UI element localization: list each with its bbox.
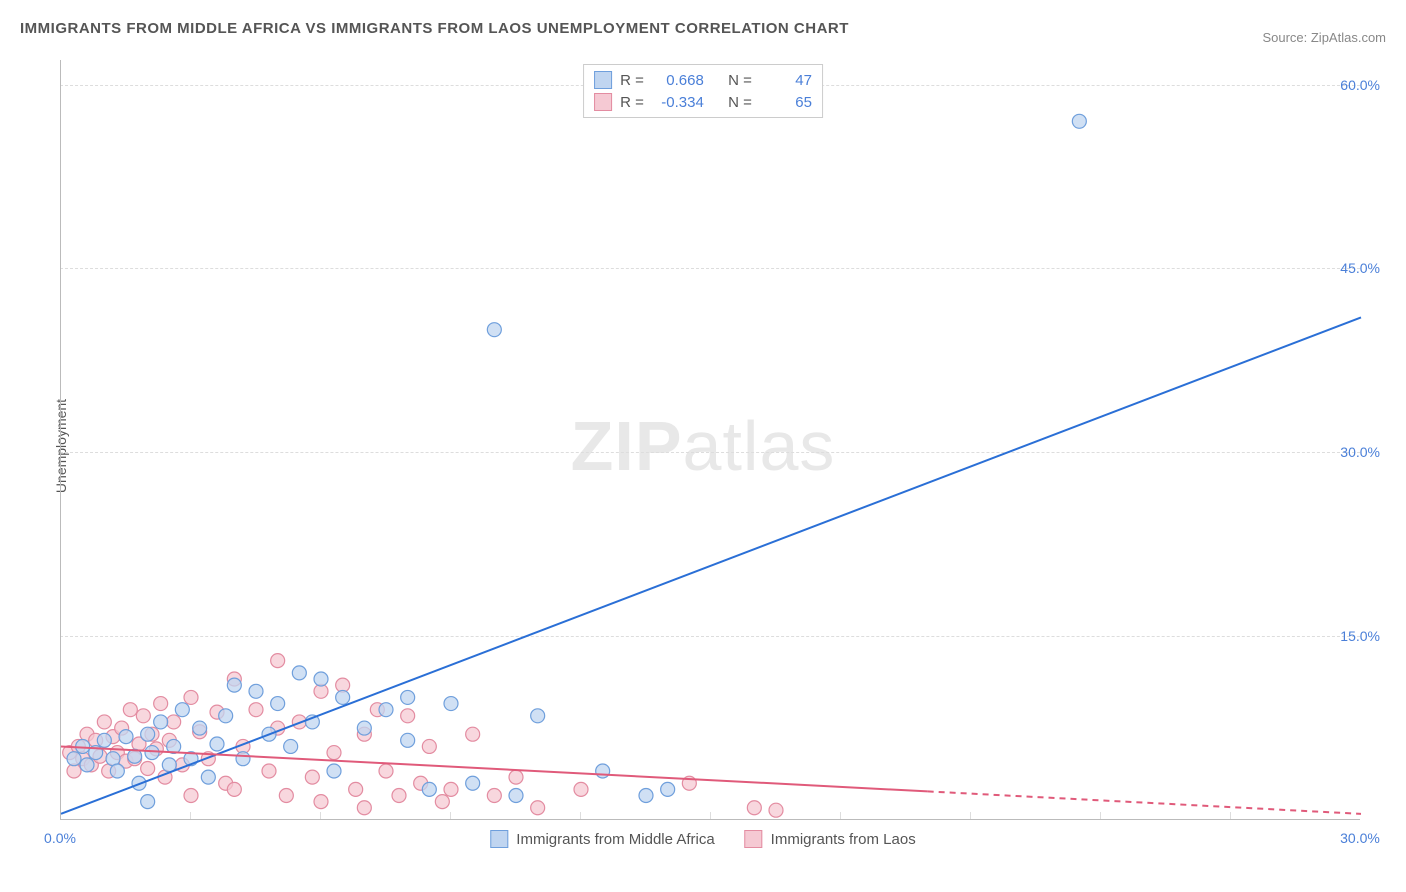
data-point bbox=[392, 788, 406, 802]
data-point bbox=[154, 715, 168, 729]
data-point bbox=[327, 764, 341, 778]
swatch-series1 bbox=[594, 71, 612, 89]
stats-legend-box: R = 0.668 N = 47 R = -0.334 N = 65 bbox=[583, 64, 823, 118]
data-point bbox=[67, 752, 81, 766]
data-point bbox=[141, 762, 155, 776]
data-point bbox=[444, 697, 458, 711]
n-value-series1: 47 bbox=[760, 72, 812, 89]
data-point bbox=[509, 788, 523, 802]
data-point bbox=[487, 788, 501, 802]
r-label: R = bbox=[620, 94, 644, 111]
data-point bbox=[236, 752, 250, 766]
x-tick-label: 30.0% bbox=[1340, 830, 1380, 846]
data-point bbox=[249, 703, 263, 717]
data-point bbox=[639, 788, 653, 802]
data-point bbox=[349, 782, 363, 796]
swatch-series2 bbox=[594, 93, 612, 111]
swatch-series1-bottom bbox=[490, 830, 508, 848]
data-point bbox=[154, 697, 168, 711]
data-point bbox=[97, 733, 111, 747]
data-point bbox=[574, 782, 588, 796]
data-point bbox=[193, 721, 207, 735]
source-attribution: Source: ZipAtlas.com bbox=[1262, 30, 1386, 45]
data-point bbox=[262, 764, 276, 778]
data-point bbox=[314, 672, 328, 686]
data-point bbox=[184, 690, 198, 704]
data-point bbox=[466, 727, 480, 741]
data-point bbox=[596, 764, 610, 778]
r-value-series1: 0.668 bbox=[652, 72, 704, 89]
data-point bbox=[80, 758, 94, 772]
data-point bbox=[466, 776, 480, 790]
data-point bbox=[314, 795, 328, 809]
data-point bbox=[227, 782, 241, 796]
data-point bbox=[444, 782, 458, 796]
data-point bbox=[769, 803, 783, 817]
n-label: N = bbox=[728, 94, 752, 111]
data-point bbox=[271, 654, 285, 668]
data-point bbox=[145, 746, 159, 760]
n-label: N = bbox=[728, 72, 752, 89]
data-point bbox=[167, 715, 181, 729]
trend-line-extrapolated bbox=[928, 791, 1361, 813]
bottom-legend: Immigrants from Middle Africa Immigrants… bbox=[490, 830, 915, 848]
data-point bbox=[487, 323, 501, 337]
data-point bbox=[379, 764, 393, 778]
legend-item-series2: Immigrants from Laos bbox=[745, 830, 916, 848]
data-point bbox=[271, 697, 285, 711]
data-point bbox=[175, 703, 189, 717]
legend-item-series1: Immigrants from Middle Africa bbox=[490, 830, 714, 848]
data-point bbox=[1072, 114, 1086, 128]
data-point bbox=[531, 801, 545, 815]
scatter-svg bbox=[61, 60, 1361, 820]
data-point bbox=[201, 770, 215, 784]
data-point bbox=[210, 737, 224, 751]
data-point bbox=[123, 703, 137, 717]
data-point bbox=[184, 788, 198, 802]
data-point bbox=[422, 739, 436, 753]
trend-line bbox=[61, 746, 928, 791]
chart-title: IMMIGRANTS FROM MIDDLE AFRICA VS IMMIGRA… bbox=[20, 20, 849, 37]
data-point bbox=[661, 782, 675, 796]
trend-line bbox=[61, 317, 1361, 813]
stats-row-series1: R = 0.668 N = 47 bbox=[594, 69, 812, 91]
data-point bbox=[401, 709, 415, 723]
data-point bbox=[435, 795, 449, 809]
legend-label-series2: Immigrants from Laos bbox=[771, 831, 916, 848]
data-point bbox=[292, 666, 306, 680]
data-point bbox=[422, 782, 436, 796]
data-point bbox=[141, 795, 155, 809]
data-point bbox=[305, 770, 319, 784]
data-point bbox=[97, 715, 111, 729]
data-point bbox=[219, 709, 233, 723]
x-tick-label: 0.0% bbox=[44, 830, 76, 846]
swatch-series2-bottom bbox=[745, 830, 763, 848]
data-point bbox=[110, 764, 124, 778]
data-point bbox=[747, 801, 761, 815]
stats-row-series2: R = -0.334 N = 65 bbox=[594, 91, 812, 113]
data-point bbox=[401, 733, 415, 747]
data-point bbox=[136, 709, 150, 723]
data-point bbox=[379, 703, 393, 717]
data-point bbox=[249, 684, 263, 698]
data-point bbox=[279, 788, 293, 802]
data-point bbox=[509, 770, 523, 784]
n-value-series2: 65 bbox=[760, 94, 812, 111]
legend-label-series1: Immigrants from Middle Africa bbox=[516, 831, 714, 848]
data-point bbox=[531, 709, 545, 723]
r-value-series2: -0.334 bbox=[652, 94, 704, 111]
data-point bbox=[284, 739, 298, 753]
r-label: R = bbox=[620, 72, 644, 89]
data-point bbox=[401, 690, 415, 704]
data-point bbox=[327, 746, 341, 760]
data-point bbox=[227, 678, 241, 692]
data-point bbox=[141, 727, 155, 741]
data-point bbox=[119, 730, 133, 744]
chart-plot-area bbox=[60, 60, 1360, 820]
data-point bbox=[336, 690, 350, 704]
data-point bbox=[357, 721, 371, 735]
data-point bbox=[357, 801, 371, 815]
